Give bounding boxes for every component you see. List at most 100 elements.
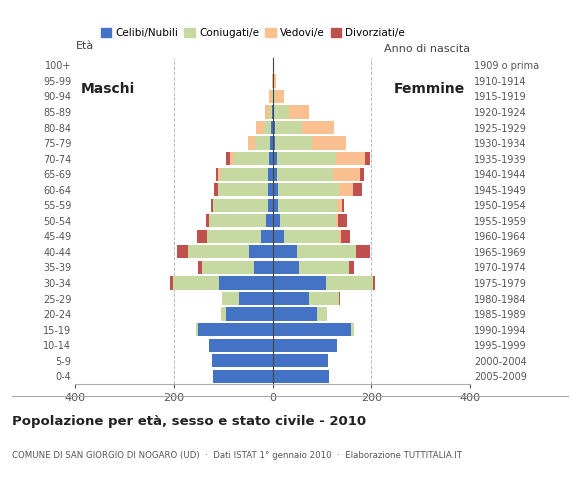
- Bar: [273, 90, 275, 103]
- Bar: [275, 136, 311, 150]
- Bar: [277, 152, 336, 165]
- Legend: Celibi/Nubili, Coniugati/e, Vedovi/e, Divorziati/e: Celibi/Nubili, Coniugati/e, Vedovi/e, Di…: [96, 24, 409, 42]
- Bar: [221, 308, 226, 321]
- Bar: [273, 121, 275, 134]
- Bar: [273, 370, 329, 383]
- Bar: [205, 214, 209, 228]
- Bar: [273, 354, 328, 367]
- Text: Popolazione per età, sesso e stato civile - 2010: Popolazione per età, sesso e stato civil…: [12, 415, 366, 428]
- Bar: [254, 261, 273, 274]
- Bar: [289, 106, 309, 119]
- Bar: [333, 168, 360, 181]
- Bar: [202, 261, 254, 274]
- Bar: [273, 152, 277, 165]
- Bar: [273, 168, 277, 181]
- Bar: [212, 354, 273, 367]
- Bar: [273, 214, 280, 228]
- Bar: [197, 230, 206, 243]
- Bar: [353, 183, 362, 196]
- Bar: [209, 214, 266, 228]
- Text: COMUNE DI SAN GIORGIO DI NOGARO (UD)  ·  Dati ISTAT 1° gennaio 2010  ·  Elaboraz: COMUNE DI SAN GIORGIO DI NOGARO (UD) · D…: [12, 451, 462, 460]
- Bar: [213, 370, 273, 383]
- Bar: [297, 245, 356, 259]
- Bar: [198, 261, 202, 274]
- Bar: [336, 214, 338, 228]
- Bar: [273, 292, 309, 305]
- Bar: [266, 214, 273, 228]
- Text: Anno di nascita: Anno di nascita: [384, 44, 470, 54]
- Bar: [337, 199, 342, 212]
- Bar: [172, 276, 219, 289]
- Bar: [188, 245, 249, 259]
- Bar: [360, 168, 364, 181]
- Bar: [278, 199, 337, 212]
- Bar: [273, 74, 274, 87]
- Bar: [280, 214, 336, 228]
- Bar: [265, 106, 269, 119]
- Bar: [269, 152, 273, 165]
- Bar: [273, 245, 297, 259]
- Bar: [255, 136, 270, 150]
- Bar: [271, 90, 273, 103]
- Bar: [219, 276, 273, 289]
- Bar: [226, 152, 230, 165]
- Bar: [213, 199, 268, 212]
- Bar: [216, 168, 219, 181]
- Bar: [218, 183, 268, 196]
- Bar: [269, 106, 271, 119]
- Bar: [336, 152, 365, 165]
- Bar: [248, 136, 255, 150]
- Bar: [278, 183, 339, 196]
- Bar: [274, 106, 289, 119]
- Bar: [170, 276, 172, 289]
- Bar: [284, 230, 339, 243]
- Bar: [226, 308, 273, 321]
- Bar: [256, 121, 264, 134]
- Bar: [349, 261, 354, 274]
- Bar: [271, 74, 273, 87]
- Bar: [273, 261, 299, 274]
- Bar: [264, 121, 271, 134]
- Bar: [351, 323, 354, 336]
- Bar: [198, 323, 273, 336]
- Bar: [222, 292, 239, 305]
- Bar: [215, 183, 219, 196]
- Text: Femmine: Femmine: [394, 82, 465, 96]
- Bar: [219, 168, 221, 181]
- Bar: [273, 136, 275, 150]
- Bar: [273, 59, 274, 72]
- Bar: [373, 276, 375, 289]
- Bar: [356, 245, 370, 259]
- Bar: [299, 261, 349, 274]
- Bar: [342, 199, 344, 212]
- Bar: [273, 230, 284, 243]
- Bar: [268, 168, 273, 181]
- Text: Maschi: Maschi: [80, 82, 135, 96]
- Bar: [273, 183, 278, 196]
- Bar: [326, 276, 373, 289]
- Bar: [273, 338, 337, 352]
- Bar: [206, 230, 261, 243]
- Bar: [249, 245, 273, 259]
- Bar: [268, 183, 273, 196]
- Bar: [270, 136, 273, 150]
- Bar: [261, 230, 273, 243]
- Bar: [339, 183, 353, 196]
- Bar: [269, 90, 271, 103]
- Bar: [268, 199, 273, 212]
- Bar: [274, 74, 276, 87]
- Bar: [311, 136, 346, 150]
- Bar: [365, 152, 370, 165]
- Bar: [211, 199, 213, 212]
- Bar: [239, 292, 273, 305]
- Bar: [273, 276, 326, 289]
- Bar: [221, 168, 268, 181]
- Bar: [317, 308, 327, 321]
- Bar: [271, 121, 273, 134]
- Bar: [234, 152, 269, 165]
- Bar: [230, 152, 234, 165]
- Bar: [177, 245, 188, 259]
- Bar: [341, 230, 350, 243]
- Bar: [277, 168, 333, 181]
- Bar: [273, 323, 351, 336]
